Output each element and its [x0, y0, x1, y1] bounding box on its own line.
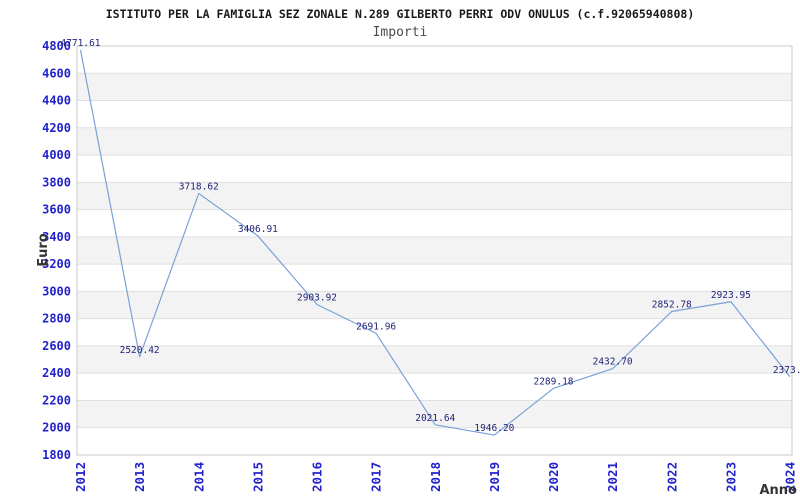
- y-tick-label: 4600: [42, 66, 71, 80]
- y-axis-title: Euro: [36, 233, 51, 267]
- y-tick-label: 3600: [42, 203, 71, 217]
- x-tick-label: 2013: [132, 462, 147, 492]
- y-tick-label: 2400: [42, 366, 71, 380]
- y-tick-label: 4800: [42, 39, 71, 53]
- x-tick-label: 2015: [250, 462, 265, 492]
- data-point-label: 2432.70: [593, 357, 633, 368]
- y-tick-label: 1800: [42, 448, 71, 462]
- data-point-label: 2903.92: [297, 292, 337, 303]
- data-point-label: 2691.96: [356, 321, 396, 332]
- plot-border: [76, 45, 793, 456]
- x-tick-label: 2022: [664, 462, 679, 492]
- data-series-line: [79, 49, 791, 436]
- plot-band: [77, 345, 792, 374]
- x-tick-label: 2012: [73, 462, 88, 492]
- data-point-label: 3718.62: [179, 181, 219, 192]
- x-tick-label: 2014: [191, 462, 206, 492]
- x-tick-label: 2024: [783, 462, 798, 492]
- data-point-label: 1946.20: [474, 423, 514, 434]
- data-point-label: 2852.78: [652, 299, 692, 310]
- plot-band: [77, 155, 792, 183]
- plot-band: [77, 318, 792, 346]
- plot-band: [77, 427, 792, 455]
- data-point-label: 4771.61: [60, 38, 100, 49]
- y-tick-label: 3200: [42, 257, 71, 271]
- x-tick-label: 2020: [546, 462, 561, 492]
- plot-band: [77, 100, 792, 128]
- data-point-label: 2520.42: [120, 345, 160, 356]
- data-point-label: 3406.91: [238, 224, 278, 235]
- y-tick-label: 2600: [42, 339, 71, 353]
- x-tick-label: 2021: [605, 462, 620, 492]
- y-tick-label: 4200: [42, 121, 71, 135]
- x-tick-label: 2019: [487, 462, 502, 492]
- plot-band: [77, 373, 792, 401]
- x-tick-label: 2017: [369, 462, 384, 492]
- x-tick-label: 2023: [723, 462, 738, 492]
- plot-band: [77, 209, 792, 237]
- data-point-label: 2373.6: [773, 365, 800, 376]
- plot-band: [77, 182, 792, 210]
- y-tick-label: 3000: [42, 284, 71, 298]
- plot-band: [77, 236, 792, 265]
- plot-band: [77, 73, 792, 101]
- y-tick-label: 3400: [42, 230, 71, 244]
- y-tick-label: 2800: [42, 312, 71, 326]
- plot-band: [77, 264, 792, 292]
- data-point-label: 2289.18: [533, 376, 573, 387]
- plot-band: [77, 46, 792, 74]
- chart-subtitle: Importi: [372, 25, 428, 40]
- x-axis-title: Anno: [759, 483, 797, 498]
- data-point-label: 2021.64: [415, 413, 455, 424]
- y-tick-label: 2000: [42, 421, 71, 435]
- x-tick-label: 2018: [428, 462, 443, 492]
- y-tick-label: 4400: [42, 94, 71, 108]
- chart-title: ISTITUTO PER LA FAMIGLIA SEZ ZONALE N.28…: [105, 7, 695, 21]
- y-tick-label: 4000: [42, 148, 71, 162]
- x-tick-label: 2016: [310, 462, 325, 492]
- plot-band: [77, 291, 792, 319]
- y-tick-label: 2200: [42, 393, 71, 407]
- y-tick-label: 3800: [42, 175, 71, 189]
- data-point-label: 2923.95: [711, 290, 751, 301]
- plot-band: [77, 127, 792, 156]
